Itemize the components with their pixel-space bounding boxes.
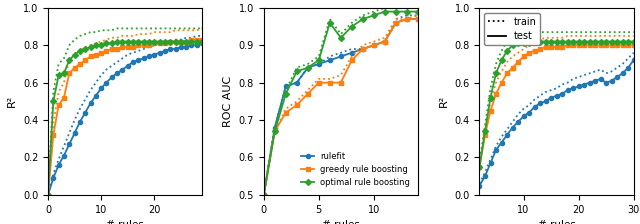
Legend: train, test: train, test <box>484 13 540 45</box>
Y-axis label: R²: R² <box>7 95 17 108</box>
Y-axis label: R²: R² <box>439 95 449 108</box>
Legend: rulefit, greedy rule boosting, optimal rule boosting: rulefit, greedy rule boosting, optimal r… <box>298 149 413 191</box>
X-axis label: # rules: # rules <box>322 220 360 224</box>
X-axis label: # rules: # rules <box>538 220 575 224</box>
Y-axis label: ROC AUC: ROC AUC <box>223 76 233 127</box>
X-axis label: # rules: # rules <box>106 220 144 224</box>
